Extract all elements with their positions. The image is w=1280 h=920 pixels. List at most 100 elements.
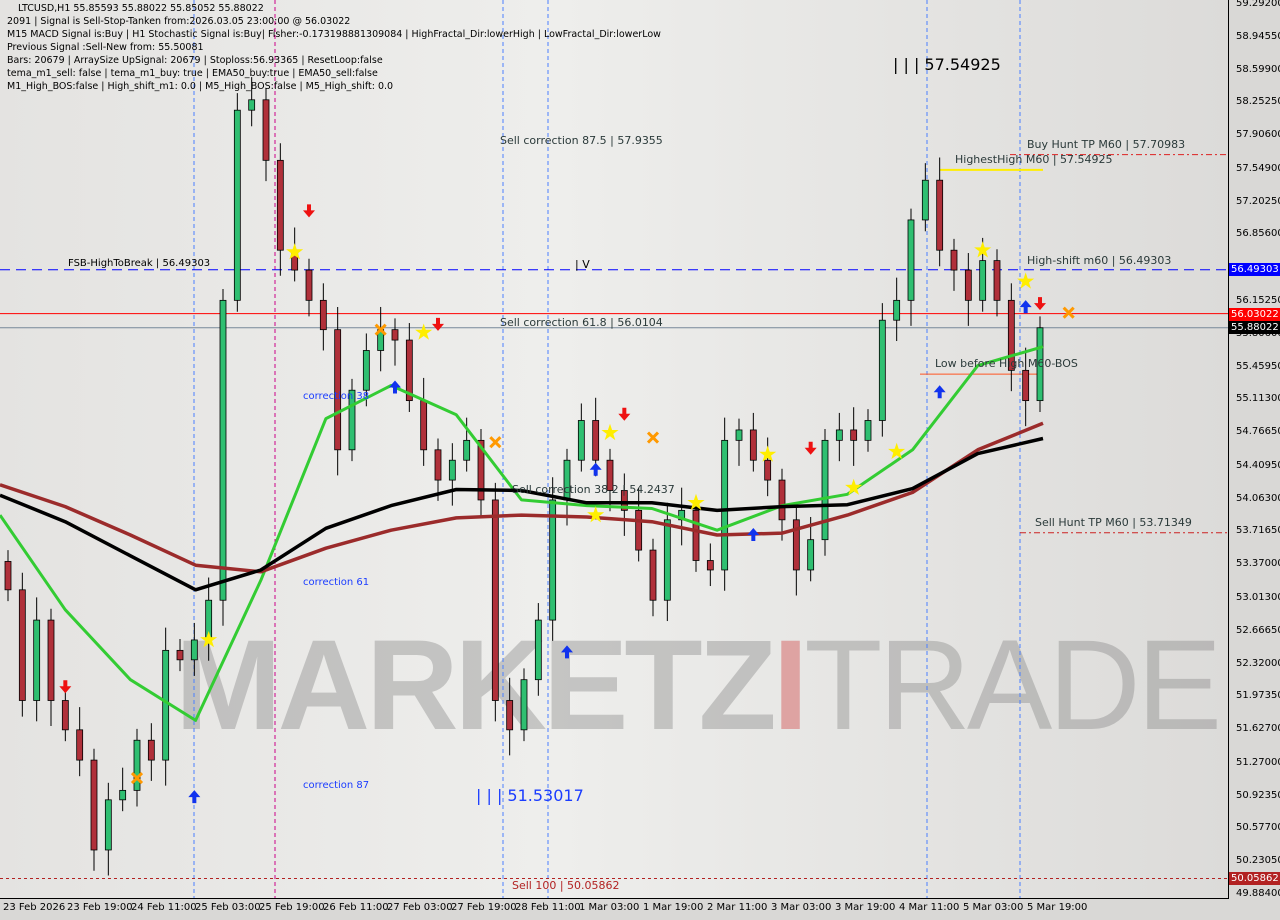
buy-hunt-tp-label: Buy Hunt TP M60 | 57.70983 bbox=[1027, 138, 1186, 151]
price-tick-label: 56.15250 bbox=[1236, 294, 1280, 306]
time-tick-label: 23 Feb 2026 bbox=[3, 902, 66, 913]
candle-body bbox=[1007, 299, 1015, 371]
candle-body bbox=[635, 509, 643, 551]
candle-body bbox=[262, 99, 270, 161]
candle-body bbox=[993, 260, 1001, 301]
correction-38-label: correction 38 bbox=[303, 391, 370, 402]
price-tick-label: 51.97350 bbox=[1236, 690, 1280, 702]
candle-body bbox=[405, 339, 413, 402]
price-tick-label: 56.85600 bbox=[1236, 228, 1280, 240]
previous-signal-line: Previous Signal :Sell-New from: 55.50081 bbox=[7, 42, 204, 53]
candle-body bbox=[362, 350, 370, 391]
time-tick-label: 3 Mar 03:00 bbox=[771, 902, 832, 913]
candle-body bbox=[821, 439, 829, 541]
price-tick-label: 51.62700 bbox=[1236, 723, 1280, 735]
price-tick-label: 57.54900 bbox=[1236, 162, 1280, 174]
candle-body bbox=[133, 739, 141, 791]
candle-body bbox=[764, 459, 772, 481]
candle-body bbox=[534, 619, 542, 681]
candle-body bbox=[620, 490, 628, 511]
candle-body bbox=[807, 539, 815, 571]
price-tick-label: 52.32000 bbox=[1236, 657, 1280, 669]
price-tick-label: 55.11300 bbox=[1236, 393, 1280, 405]
sell-arrow-icon bbox=[303, 204, 315, 218]
high-shift-label: High-shift m60 | 56.49303 bbox=[1027, 254, 1172, 267]
cross-signal-icon bbox=[374, 323, 387, 336]
price-tick-label: 53.71650 bbox=[1236, 525, 1280, 537]
price-tick-label: 57.20250 bbox=[1236, 195, 1280, 207]
watermark-logo: MARKETZITRADE bbox=[175, 614, 1222, 757]
time-tick-label: 25 Feb 19:00 bbox=[259, 902, 325, 913]
signal-info-line: 2091 | Signal is Sell-Stop-Tanken from:2… bbox=[7, 16, 351, 27]
indicator-info-line: M15 MACD Signal is:Buy | H1 Stochastic S… bbox=[7, 29, 661, 40]
candle-body bbox=[864, 420, 872, 441]
candle-body bbox=[248, 99, 256, 111]
time-tick-label: 27 Feb 19:00 bbox=[451, 902, 517, 913]
candle-body bbox=[33, 619, 41, 701]
candle-body bbox=[391, 329, 399, 341]
correction-61-label: correction 61 bbox=[303, 577, 370, 588]
signal-price-tag: 56.03022 bbox=[1229, 308, 1280, 321]
candle-body bbox=[104, 799, 112, 851]
candle-body bbox=[706, 560, 714, 571]
star-signal-icon bbox=[200, 631, 218, 648]
time-tick-label: 4 Mar 11:00 bbox=[899, 902, 960, 913]
time-tick-label: 1 Mar 03:00 bbox=[579, 902, 640, 913]
symbol-ohlc: LTCUSD,H1 55.85593 55.88022 55.85052 55.… bbox=[18, 3, 264, 14]
candle-body bbox=[850, 429, 858, 441]
sell-arrow-icon bbox=[1034, 297, 1046, 311]
candle-body bbox=[219, 299, 227, 601]
bos-info-line: M1_High_BOS:false | High_shift_m1: 0.0 |… bbox=[7, 81, 394, 92]
price-tick-label: 58.25250 bbox=[1236, 96, 1280, 108]
star-signal-icon bbox=[587, 506, 605, 523]
sell-arrow-icon bbox=[618, 407, 631, 421]
price-tick-label: 49.88400 bbox=[1236, 888, 1280, 899]
candle-body bbox=[749, 429, 757, 461]
correction-87-label: correction 87 bbox=[303, 780, 370, 791]
star-signal-icon bbox=[845, 478, 863, 495]
price-chart-area[interactable]: MARKETZITRADE LTCUSD,H1 55.85593 55.8802… bbox=[0, 0, 1229, 899]
iv-label: | V bbox=[575, 258, 590, 271]
buy-arrow-icon bbox=[1019, 300, 1032, 314]
candle-body bbox=[835, 429, 843, 441]
candle-body bbox=[348, 389, 356, 451]
star-signal-icon bbox=[415, 323, 433, 340]
price-tick-label: 59.29200 bbox=[1236, 0, 1280, 9]
chart-canvas bbox=[0, 0, 1228, 898]
price-tick-label: 52.66650 bbox=[1236, 624, 1280, 636]
candle-body bbox=[61, 700, 69, 731]
candle-body bbox=[477, 439, 485, 501]
star-signal-icon bbox=[759, 445, 777, 462]
time-tick-label: 1 Mar 19:00 bbox=[643, 902, 704, 913]
time-tick-label: 5 Mar 19:00 bbox=[1027, 902, 1088, 913]
bars-info-line: Bars: 20679 | ArraySize UpSignal: 20679 … bbox=[7, 55, 383, 66]
candle-body bbox=[147, 739, 155, 761]
candle-body bbox=[176, 649, 184, 661]
candle-body bbox=[549, 499, 557, 621]
candle-body bbox=[190, 639, 198, 661]
cross-signal-icon bbox=[646, 431, 660, 444]
price-tick-label: 54.40950 bbox=[1236, 459, 1280, 471]
fsb-label: FSB-HighToBreak | 56.49303 bbox=[68, 258, 211, 269]
candle-body bbox=[692, 509, 700, 561]
candle-body bbox=[491, 499, 499, 701]
sell-correction-875-label: Sell correction 87.5 | 57.9355 bbox=[500, 134, 663, 147]
buy-arrow-icon bbox=[747, 528, 760, 542]
candle-body bbox=[448, 459, 456, 481]
candle-body bbox=[606, 459, 614, 491]
cross-signal-icon bbox=[489, 436, 502, 449]
candle-body bbox=[76, 729, 84, 761]
time-tick-label: 5 Mar 03:00 bbox=[963, 902, 1024, 913]
price-tick-label: 58.59900 bbox=[1236, 63, 1280, 75]
candle-body bbox=[506, 700, 514, 731]
price-tick-label: 51.27000 bbox=[1236, 756, 1280, 768]
ma-black-line bbox=[0, 436, 1044, 592]
candle-body bbox=[1036, 327, 1044, 402]
sell-arrow-icon bbox=[432, 317, 444, 331]
candle-body bbox=[4, 561, 12, 591]
time-tick-label: 23 Feb 19:00 bbox=[67, 902, 133, 913]
candle-body bbox=[276, 159, 284, 251]
candle-body bbox=[520, 679, 528, 731]
highest-high-label: HighestHigh M60 | 57.54925 bbox=[955, 153, 1113, 166]
sell-correction-382-label: Sell correction 38.2 | 54.2437 bbox=[512, 483, 675, 496]
